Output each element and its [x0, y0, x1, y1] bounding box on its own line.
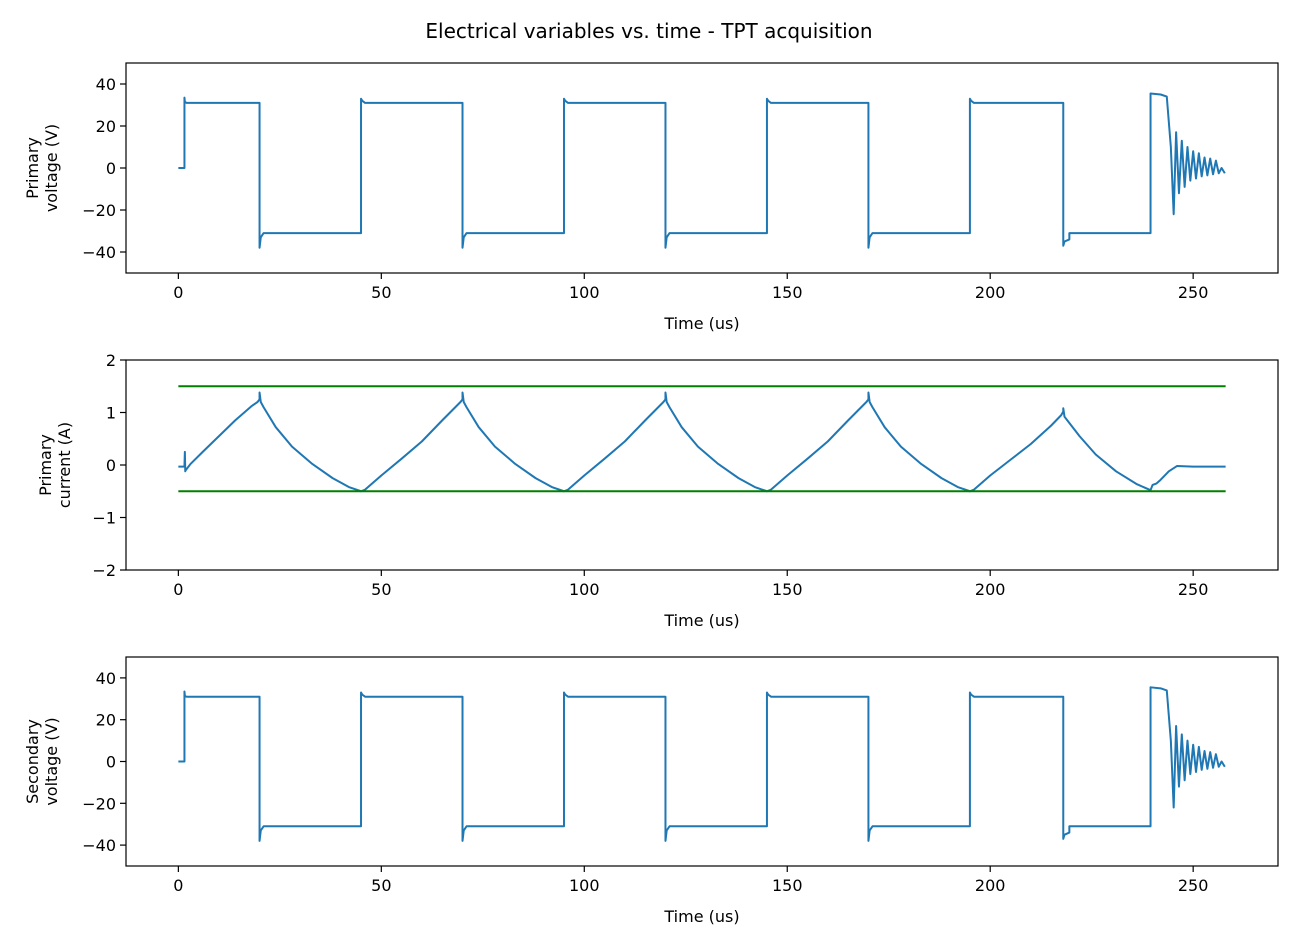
- y-axis-label: current (A): [55, 422, 74, 508]
- x-tick-label: 250: [1178, 876, 1209, 895]
- x-tick-label: 0: [173, 580, 183, 599]
- y-tick-label: 20: [96, 117, 116, 136]
- y-tick-label: 0: [106, 753, 116, 772]
- x-tick-label: 100: [569, 283, 600, 302]
- x-tick-label: 200: [975, 876, 1006, 895]
- primary-voltage-signal-line: [178, 92, 1226, 249]
- y-tick-label: 40: [96, 75, 116, 94]
- x-tick-label: 0: [173, 283, 183, 302]
- y-axis-label: voltage (V): [42, 124, 61, 212]
- y-tick-label: 40: [96, 669, 116, 688]
- x-tick-label: 0: [173, 876, 183, 895]
- figure-title: Electrical variables vs. time - TPT acqu…: [425, 19, 872, 43]
- x-tick-label: 150: [772, 283, 803, 302]
- y-tick-label: −40: [82, 243, 116, 262]
- x-tick-label: 50: [371, 580, 391, 599]
- x-tick-label: 250: [1178, 283, 1209, 302]
- primary-current-axes-frame: [125, 359, 1279, 571]
- y-tick-label: −20: [82, 201, 116, 220]
- primary-voltage-panel: 0 50 100 150 200 250 −40 −20 0 20 40 Time (us) Prima…: [23, 62, 1279, 333]
- x-tick-label: 150: [772, 580, 803, 599]
- y-tick-label: 0: [106, 456, 116, 475]
- x-tick-label: 150: [772, 876, 803, 895]
- primary-current-panel: 0 50 100 150 200 250 −2 −1 0 1 2 Time (us) Primary cu…: [36, 351, 1279, 630]
- primary-current-signal-line: [178, 391, 1226, 493]
- x-axis-label: Time (us): [663, 314, 739, 333]
- x-tick-label: 50: [371, 283, 391, 302]
- x-tick-label: 200: [975, 580, 1006, 599]
- secondary-voltage-axes-frame: [125, 656, 1279, 867]
- y-tick-label: −1: [92, 509, 116, 528]
- x-axis-label: Time (us): [663, 611, 739, 630]
- y-tick-label: 1: [106, 404, 116, 423]
- x-tick-label: 250: [1178, 580, 1209, 599]
- y-axis-label: voltage (V): [42, 717, 61, 805]
- secondary-voltage-signal-line: [178, 686, 1226, 842]
- x-tick-label: 100: [569, 580, 600, 599]
- x-tick-label: 200: [975, 283, 1006, 302]
- primary-voltage-axes-frame: [125, 62, 1279, 274]
- secondary-voltage-panel: 0 50 100 150 200 250 −40 −20 0 20 40 Time (us) Secon…: [23, 656, 1279, 926]
- x-tick-label: 100: [569, 876, 600, 895]
- y-tick-label: −20: [82, 794, 116, 813]
- y-tick-label: 20: [96, 711, 116, 730]
- y-tick-label: −2: [92, 561, 116, 580]
- y-tick-label: −40: [82, 836, 116, 855]
- x-axis-label: Time (us): [663, 907, 739, 926]
- y-tick-label: 2: [106, 351, 116, 370]
- y-axis-label: Primary: [23, 137, 42, 199]
- y-axis-label: Secondary: [23, 719, 42, 804]
- y-tick-label: 0: [106, 159, 116, 178]
- x-tick-label: 50: [371, 876, 391, 895]
- y-axis-label: Primary: [36, 434, 55, 496]
